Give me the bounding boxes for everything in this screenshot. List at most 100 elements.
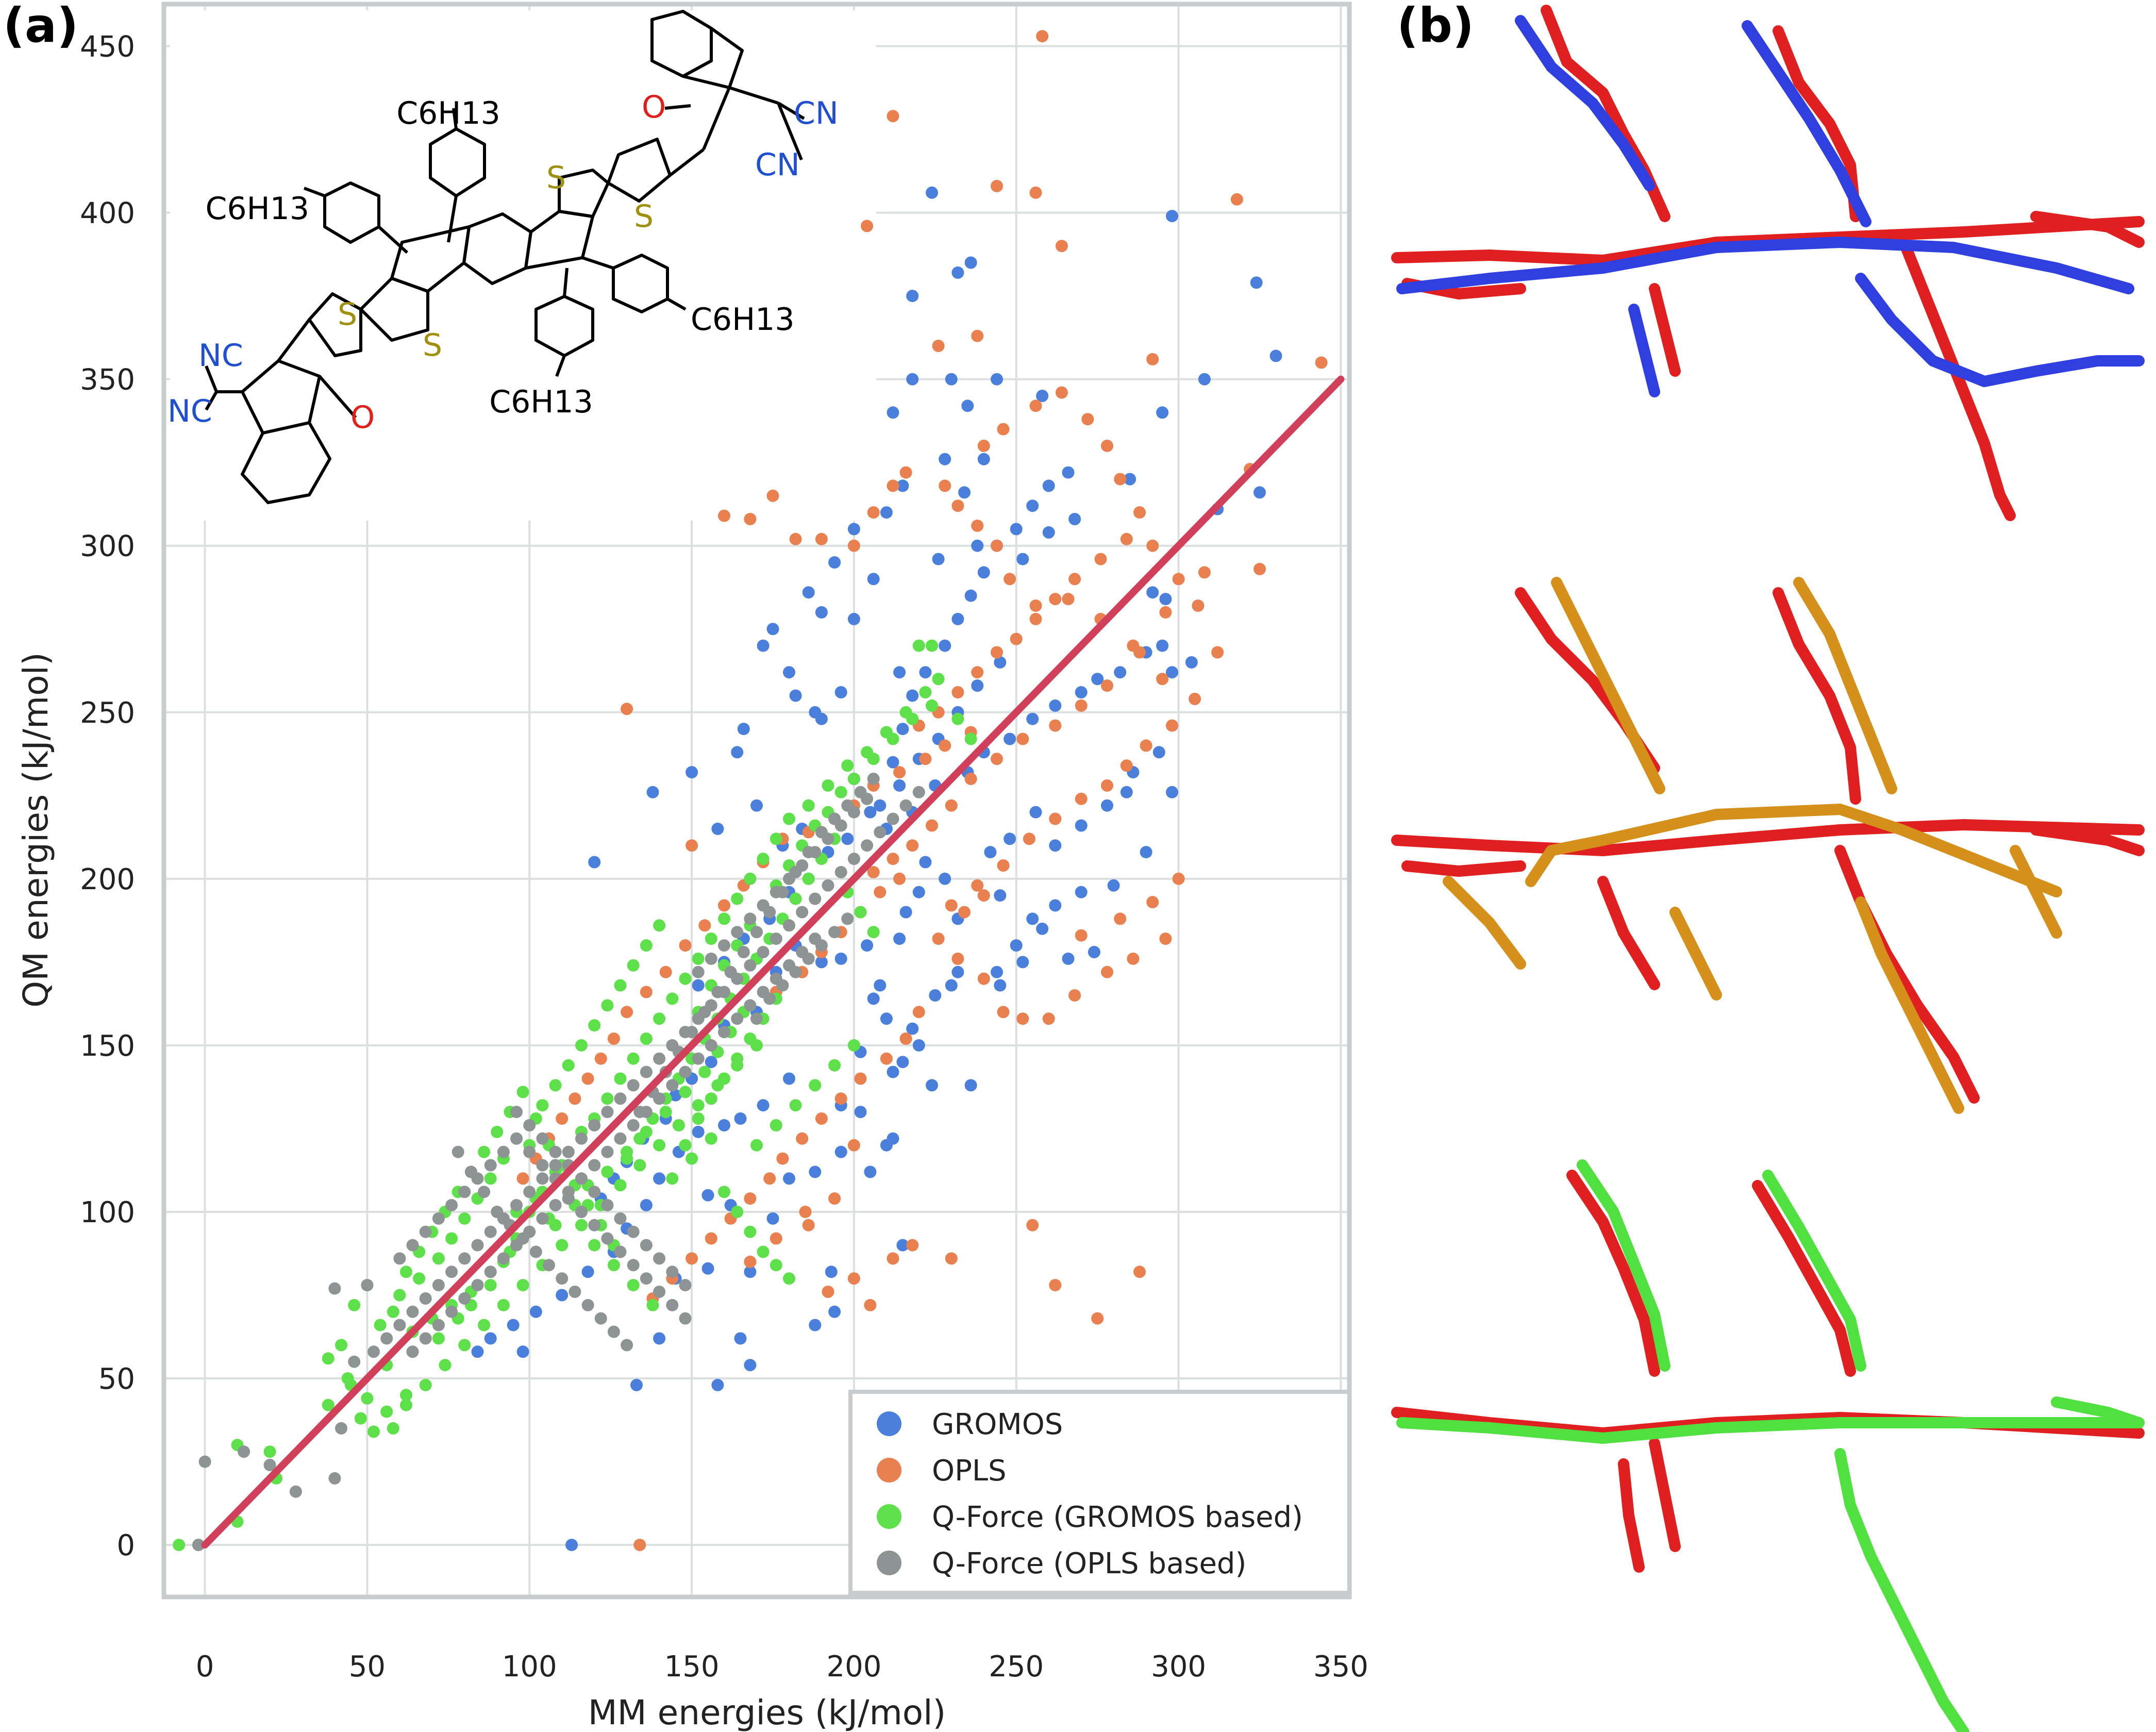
data-point (991, 539, 1003, 552)
data-point (854, 906, 867, 919)
data-point (380, 1405, 393, 1418)
data-point (556, 1289, 569, 1302)
data-point (701, 1189, 714, 1202)
data-point (633, 1159, 646, 1172)
data-point (614, 1212, 627, 1225)
data-point (614, 1132, 627, 1145)
data-point (1120, 786, 1133, 798)
data-point (847, 539, 860, 552)
data-point (1062, 466, 1075, 479)
data-point (653, 1012, 666, 1025)
data-point (744, 1359, 757, 1372)
data-point (750, 1012, 763, 1025)
data-point (834, 819, 847, 832)
data-point (731, 1012, 744, 1025)
data-point (744, 1032, 757, 1045)
data-point (711, 822, 724, 835)
data-point (1042, 479, 1055, 492)
data-point (912, 1039, 925, 1052)
data-point (815, 1112, 828, 1125)
data-point (847, 612, 860, 625)
left-5ring (390, 225, 471, 293)
data-point (770, 1259, 782, 1272)
data-point (1016, 732, 1029, 745)
data-point (198, 1455, 211, 1468)
data-point (614, 979, 627, 992)
data-point (802, 872, 815, 885)
data-point (581, 1265, 594, 1278)
data-point (1049, 1279, 1062, 1292)
data-point (770, 932, 782, 945)
legend-marker (877, 1504, 901, 1529)
data-point (516, 1172, 529, 1185)
data-point (783, 666, 795, 679)
series-3 (192, 773, 925, 1552)
data-point (523, 1225, 536, 1238)
data-point (510, 1239, 523, 1252)
data-point (1029, 806, 1042, 819)
cn-top-2: CN (755, 147, 800, 183)
data-point (802, 1219, 815, 1231)
data-point (906, 1239, 919, 1252)
data-point (1124, 473, 1137, 486)
data-point (906, 839, 919, 852)
data-point (686, 1026, 698, 1039)
data-point (621, 1006, 633, 1019)
data-point (809, 1319, 822, 1331)
data-point (335, 1339, 347, 1352)
data-point (828, 1059, 841, 1072)
data-point (822, 779, 834, 792)
data-point (1230, 193, 1243, 206)
data-point (458, 1252, 471, 1265)
data-point (692, 979, 705, 992)
data-point (491, 1125, 504, 1138)
data-point (815, 939, 828, 952)
data-point (1101, 799, 1113, 812)
x-tick-label: 0 (196, 1650, 214, 1684)
data-point (744, 999, 757, 1012)
structure-overlays (1391, 5, 2145, 1732)
data-point (737, 723, 750, 736)
data-point (776, 1152, 789, 1165)
bottom-benzene-ring (241, 421, 331, 504)
data-point (698, 1065, 711, 1078)
legend-box (848, 1390, 1351, 1595)
data-point (679, 1065, 692, 1078)
data-point (510, 1199, 523, 1211)
data-point (627, 959, 640, 972)
qforce-overlay (1391, 1159, 2145, 1732)
data-point (932, 340, 945, 352)
data-point (1075, 819, 1088, 832)
data-point (1114, 912, 1127, 925)
gromos-blue-framework (1396, 15, 2145, 397)
data-point (1029, 612, 1042, 625)
data-point (945, 979, 958, 992)
data-point (601, 1106, 614, 1119)
data-point (419, 1332, 432, 1345)
data-point (964, 773, 977, 785)
data-point (926, 819, 938, 832)
data-point (744, 1192, 757, 1205)
data-point (919, 856, 932, 869)
data-point (692, 965, 705, 978)
data-point (400, 1265, 412, 1278)
data-point (627, 1259, 640, 1272)
data-point (1101, 779, 1113, 792)
y-tick-label: 300 (80, 530, 135, 563)
data-point (588, 856, 601, 869)
data-point (627, 1225, 640, 1238)
data-point (549, 1079, 562, 1092)
data-point (977, 439, 990, 452)
data-point (1075, 686, 1088, 698)
data-point (497, 1252, 510, 1265)
data-point (536, 1212, 549, 1225)
data-point (880, 506, 893, 519)
data-point (809, 1079, 822, 1092)
x-tick-label: 350 (1313, 1650, 1368, 1684)
data-point (991, 965, 1003, 978)
data-point (432, 1252, 445, 1265)
data-point (919, 686, 932, 698)
data-point (783, 1072, 795, 1085)
data-point (445, 1305, 458, 1318)
y-tick-label: 50 (98, 1362, 135, 1396)
